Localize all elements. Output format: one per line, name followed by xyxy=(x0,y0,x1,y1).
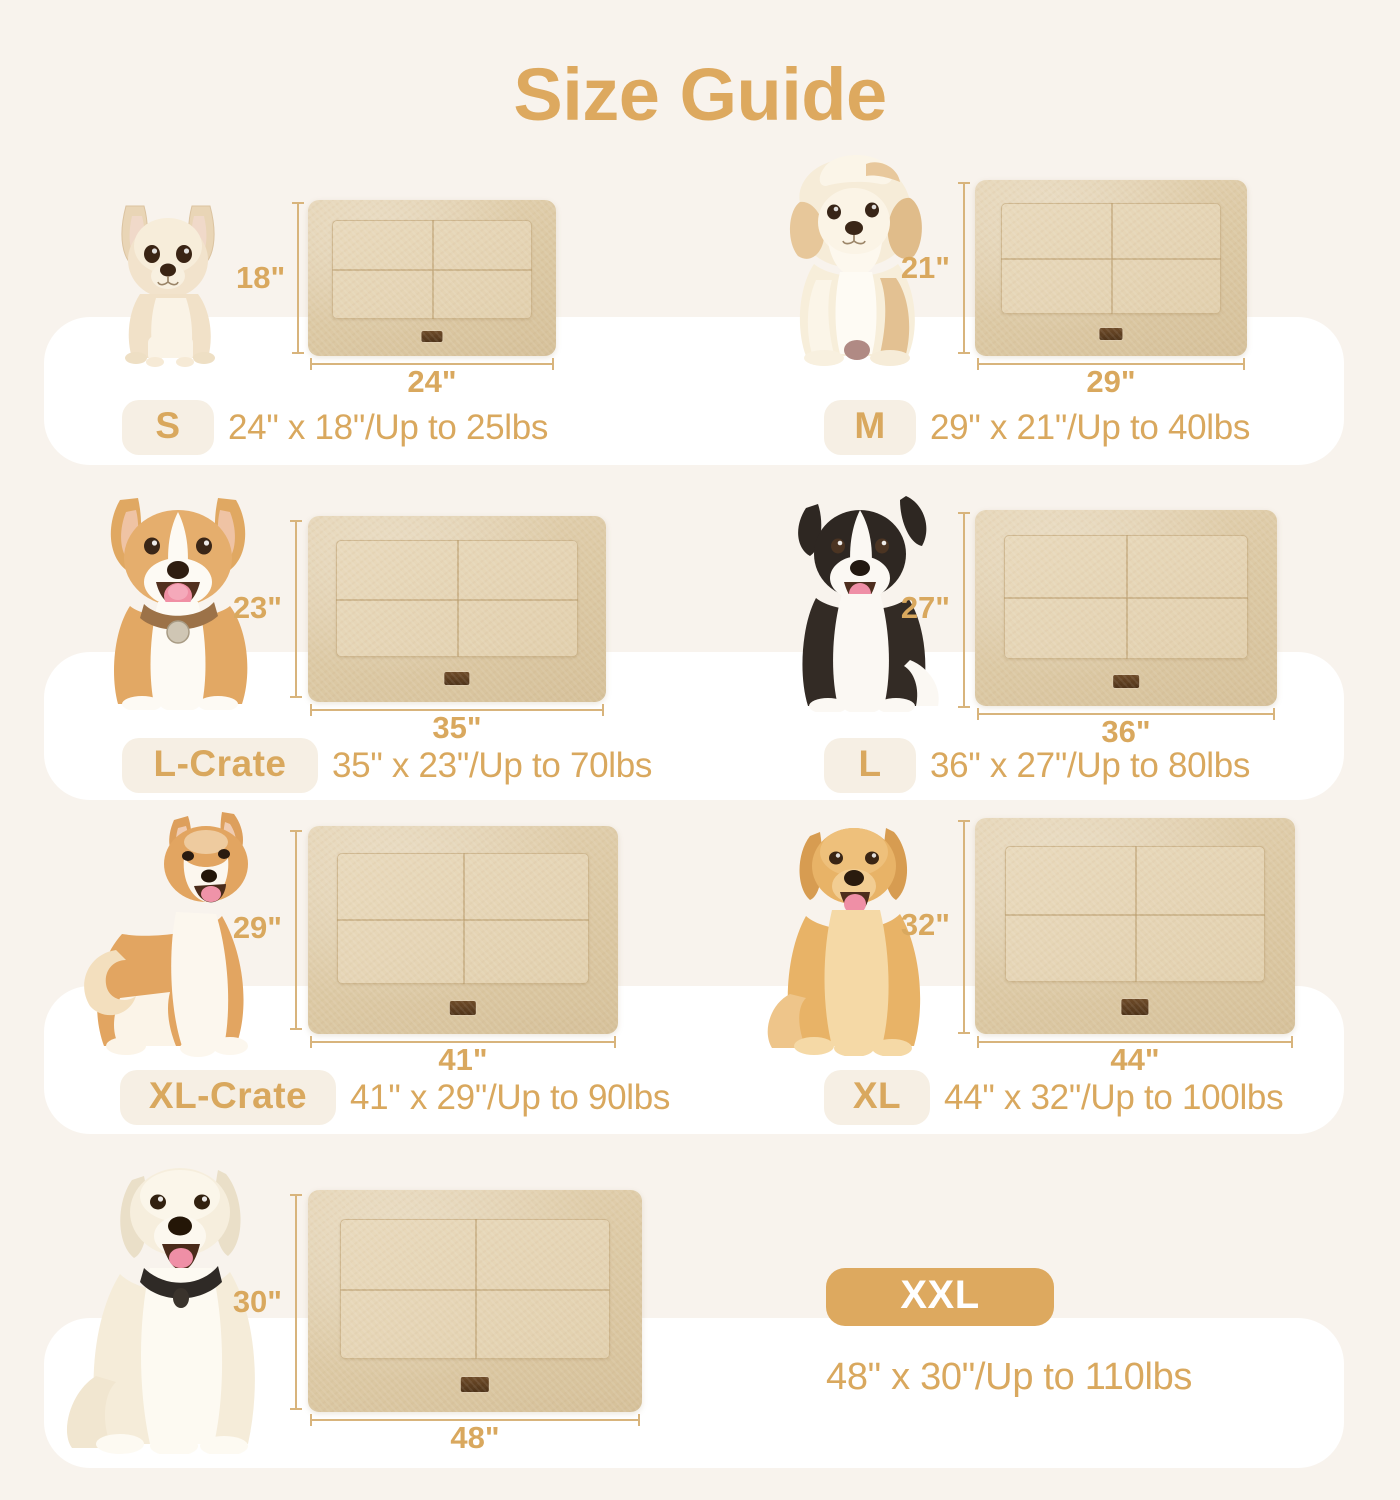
dimension-label-height-m: 21" xyxy=(900,250,950,285)
size-row-l[interactable]: L 36" x 27"/Up to 80lbs xyxy=(824,738,1250,793)
mat-quilt-panel xyxy=(331,220,533,319)
dimension-line-vertical-s xyxy=(292,202,304,354)
dog-photo-corgi xyxy=(86,482,274,710)
mat-product-lcrate xyxy=(308,516,606,702)
size-spec-xlcrate: 41" x 29"/Up to 90lbs xyxy=(350,1077,671,1117)
dimension-label-height-lcrate: 23" xyxy=(232,590,282,625)
mat-quilt-panel xyxy=(339,1218,611,1359)
dimension-label-height-l: 27" xyxy=(900,590,950,625)
dimension-line-vertical-lcrate xyxy=(290,520,302,698)
size-badge-lcrate: L-Crate xyxy=(122,738,318,793)
dimension-label-width-m: 29" xyxy=(1086,364,1136,399)
dimension-line-vertical-l xyxy=(958,512,970,708)
mat-brand-tag xyxy=(1121,999,1149,1015)
dog-photo-havanese-puppy xyxy=(768,146,946,368)
mat-product-s xyxy=(308,200,556,356)
size-row-xlcrate[interactable]: XL-Crate 41" x 29"/Up to 90lbs xyxy=(120,1070,670,1125)
size-spec-xl: 44" x 32"/Up to 100lbs xyxy=(944,1077,1284,1117)
size-badge-s: S xyxy=(122,400,214,455)
mat-product-m xyxy=(975,180,1247,356)
dimension-label-height-xxl: 30" xyxy=(232,1284,282,1319)
dimension-line-horizontal-xxl xyxy=(310,1414,640,1426)
dimension-line-horizontal-xl xyxy=(977,1036,1293,1048)
size-badge-l: L xyxy=(824,738,916,793)
dimension-label-width-xxl: 48" xyxy=(450,1420,500,1455)
dog-photo-chihuahua xyxy=(92,186,244,368)
size-badge-xlcrate: XL-Crate xyxy=(120,1070,336,1125)
dog-photo-golden-retriever-cream xyxy=(64,1148,294,1454)
mat-quilt-panel xyxy=(1003,535,1249,660)
size-badge-xl: XL xyxy=(824,1070,930,1125)
dog-photo-golden-retriever xyxy=(766,806,946,1056)
size-row-m[interactable]: M 29" x 21"/Up to 40lbs xyxy=(824,400,1250,455)
mat-product-xxl xyxy=(308,1190,642,1412)
mat-quilt-panel xyxy=(1000,202,1222,314)
dimension-line-horizontal-xlcrate xyxy=(310,1036,616,1048)
dimension-line-horizontal-m xyxy=(977,358,1245,370)
mat-brand-tag xyxy=(460,1376,490,1393)
dimension-line-horizontal-l xyxy=(977,708,1275,720)
mat-quilt-panel xyxy=(337,853,589,985)
dimension-line-vertical-xl xyxy=(958,820,970,1034)
size-badge-xxl: XXL xyxy=(826,1268,1054,1326)
mat-product-xlcrate xyxy=(308,826,618,1034)
dog-photo-border-collie xyxy=(780,482,948,712)
row-band-4 xyxy=(44,1318,1344,1468)
mat-product-xl xyxy=(975,818,1295,1034)
size-spec-l: 36" x 27"/Up to 80lbs xyxy=(930,745,1251,785)
dimension-label-height-xl: 32" xyxy=(900,907,950,942)
mat-quilt-panel xyxy=(1005,846,1265,983)
mat-brand-tag xyxy=(449,1000,477,1016)
dimension-label-width-lcrate: 35" xyxy=(432,710,482,745)
dimension-line-horizontal-s xyxy=(310,358,554,370)
dimension-label-height-xlcrate: 29" xyxy=(232,910,282,945)
mat-brand-tag xyxy=(421,331,443,342)
size-spec-xxl: 48" x 30"/Up to 110lbs xyxy=(826,1356,1193,1398)
size-spec-m: 29" x 21"/Up to 40lbs xyxy=(930,407,1251,447)
size-spec-s: 24" x 18"/Up to 25lbs xyxy=(228,407,549,447)
dimension-label-height-s: 18" xyxy=(236,260,286,295)
dimension-line-vertical-xxl xyxy=(290,1194,302,1410)
dimension-label-width-l: 36" xyxy=(1101,714,1151,749)
dimension-line-vertical-xlcrate xyxy=(290,830,302,1030)
dog-photo-shiba-inu xyxy=(64,802,280,1058)
dimension-label-width-xl: 44" xyxy=(1110,1042,1160,1077)
dimension-line-vertical-m xyxy=(958,182,970,354)
size-row-s[interactable]: S 24" x 18"/Up to 25lbs xyxy=(122,400,548,455)
size-row-lcrate[interactable]: L-Crate 35" x 23"/Up to 70lbs xyxy=(122,738,652,793)
size-row-xl[interactable]: XL 44" x 32"/Up to 100lbs xyxy=(824,1070,1284,1125)
mat-brand-tag xyxy=(444,672,470,686)
size-spec-lcrate: 35" x 23"/Up to 70lbs xyxy=(332,745,653,785)
page-title: Size Guide xyxy=(513,53,887,136)
mat-quilt-panel xyxy=(336,540,579,658)
dimension-label-width-xlcrate: 41" xyxy=(438,1042,488,1077)
dimension-label-width-s: 24" xyxy=(407,364,457,399)
size-badge-m: M xyxy=(824,400,916,455)
mat-product-l xyxy=(975,510,1277,706)
dimension-line-horizontal-lcrate xyxy=(310,704,604,716)
mat-brand-tag xyxy=(1113,674,1139,689)
mat-brand-tag xyxy=(1099,327,1123,341)
size-row-xxl[interactable]: XXL 48" x 30"/Up to 110lbs xyxy=(826,1268,1192,1399)
